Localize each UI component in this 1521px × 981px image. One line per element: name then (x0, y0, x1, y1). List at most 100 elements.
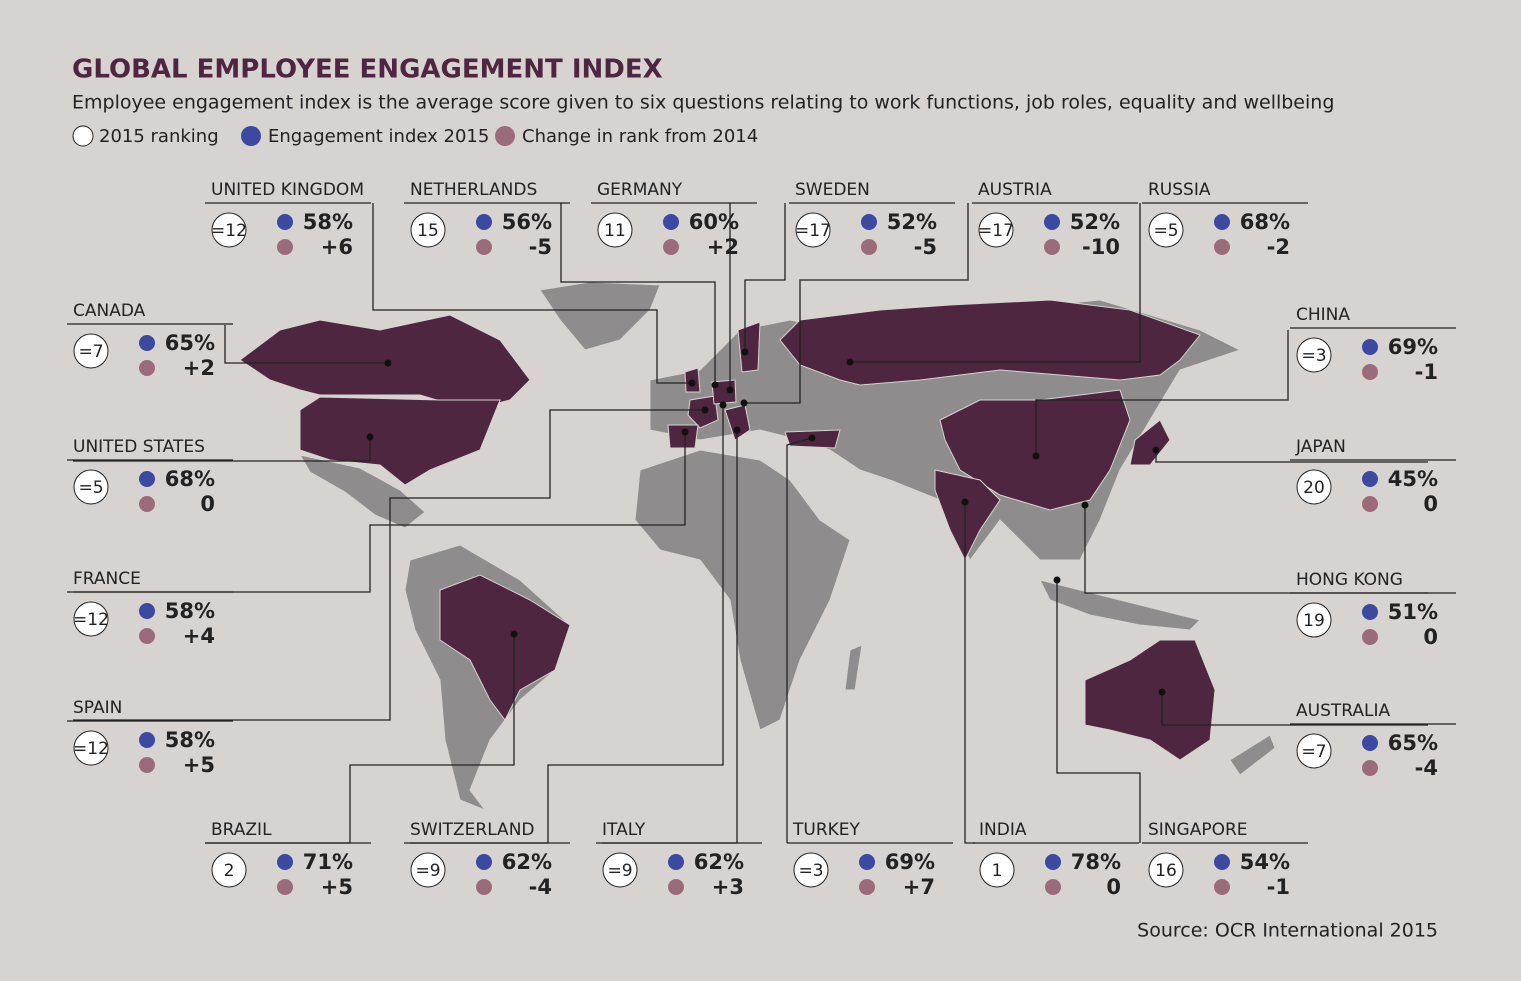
change-dot (1362, 496, 1378, 512)
country-name: SINGAPORE (1148, 820, 1248, 840)
index-dot (861, 214, 877, 230)
index-dot (1045, 854, 1061, 870)
rank-badge (1148, 212, 1184, 248)
country-name: HONG KONG (1296, 570, 1403, 590)
index-dot (859, 854, 875, 870)
rank: 11 (604, 221, 626, 241)
engagement-index: 71% (303, 850, 353, 874)
index-dot (663, 214, 679, 230)
rank: =5 (78, 478, 103, 498)
location-dot (740, 399, 748, 407)
rank-change: -10 (1082, 235, 1120, 259)
change-dot (277, 879, 293, 895)
rank: =7 (78, 342, 103, 362)
rank-change: -2 (1267, 235, 1290, 259)
change-dot (139, 757, 155, 773)
leader-lines (67, 202, 1456, 844)
location-dot (688, 379, 696, 387)
location-dot (808, 434, 816, 442)
engagement-index: 69% (885, 850, 935, 874)
engagement-index: 60% (689, 210, 739, 234)
location-dot (1158, 688, 1166, 696)
leader-line (1084, 505, 1428, 594)
engagement-index: 51% (1388, 600, 1438, 624)
index-dot (277, 854, 293, 870)
country-name: ITALY (602, 820, 646, 840)
leader-line (560, 203, 716, 385)
country-name: GERMANY (597, 180, 683, 200)
location-dot (701, 406, 709, 414)
change-dot (1214, 879, 1230, 895)
country-name: RUSSIA (1148, 180, 1211, 200)
rank: =12 (73, 610, 109, 630)
rank-change: +5 (183, 753, 215, 777)
rank: =17 (978, 221, 1014, 241)
rank: =3 (1301, 346, 1326, 366)
leader-line (205, 634, 515, 844)
rank-change: -5 (529, 235, 552, 259)
rank-badge (73, 601, 109, 637)
engagement-index: 78% (1071, 850, 1121, 874)
change-dot (861, 239, 877, 255)
legend-swatch (72, 125, 94, 147)
change-dot (1362, 364, 1378, 380)
rank: =7 (1301, 742, 1326, 762)
leader-line (73, 437, 371, 462)
country-name: UNITED KINGDOM (211, 180, 364, 200)
change-dot (1045, 879, 1061, 895)
location-dot (1081, 501, 1089, 509)
engagement-index: 68% (165, 467, 215, 491)
index-dot (1362, 735, 1378, 751)
rank: 19 (1303, 611, 1325, 631)
rank-change: 0 (1423, 625, 1438, 649)
leader-line (1056, 580, 1141, 843)
rank-change: -4 (1415, 756, 1438, 780)
country-name: BRAZIL (211, 820, 272, 840)
rank-change: 0 (1423, 492, 1438, 516)
location-dot (711, 381, 719, 389)
location-dot (366, 433, 374, 441)
index-dot (1214, 854, 1230, 870)
leader-line (602, 430, 738, 844)
title: GLOBAL EMPLOYEE ENGAGEMENT INDEX (72, 55, 663, 85)
index-dot (139, 471, 155, 487)
rank: =12 (73, 739, 109, 759)
index-dot (1214, 214, 1230, 230)
rank: =9 (607, 861, 632, 881)
engagement-index: 62% (694, 850, 744, 874)
change-dot (139, 360, 155, 376)
rank-change: +5 (321, 875, 353, 899)
index-dot (476, 214, 492, 230)
change-dot (139, 496, 155, 512)
rank: 15 (417, 221, 439, 241)
engagement-index: 52% (887, 210, 937, 234)
change-dot (663, 239, 679, 255)
rank-change: +4 (183, 624, 215, 648)
change-dot (668, 879, 684, 895)
leader-line (73, 432, 686, 593)
engagement-index: 56% (502, 210, 552, 234)
country-name: TURKEY (792, 820, 861, 840)
rank-change: -1 (1267, 875, 1290, 899)
rank-badge (1296, 602, 1332, 638)
leader-line (850, 203, 1141, 363)
rank-badge (410, 852, 446, 888)
legend-swatch (495, 126, 515, 146)
index-dot (1362, 471, 1378, 487)
rank-badge (410, 212, 446, 248)
location-dot (719, 401, 727, 409)
index-dot (1362, 604, 1378, 620)
engagement-index: 52% (1070, 210, 1120, 234)
leader-line (224, 325, 388, 364)
country-name: JAPAN (1295, 437, 1346, 457)
subtitle: Employee engagement index is the average… (72, 92, 1334, 114)
change-dot (476, 239, 492, 255)
legend-swatch (241, 126, 261, 146)
rank-change: -5 (914, 235, 937, 259)
country-name: SPAIN (73, 698, 122, 718)
location-dot (1053, 576, 1061, 584)
source: Source: OCR International 2015 (1137, 920, 1438, 942)
legend-label: 2015 ranking (99, 126, 219, 147)
change-dot (859, 879, 875, 895)
country-name: CANADA (73, 301, 146, 321)
